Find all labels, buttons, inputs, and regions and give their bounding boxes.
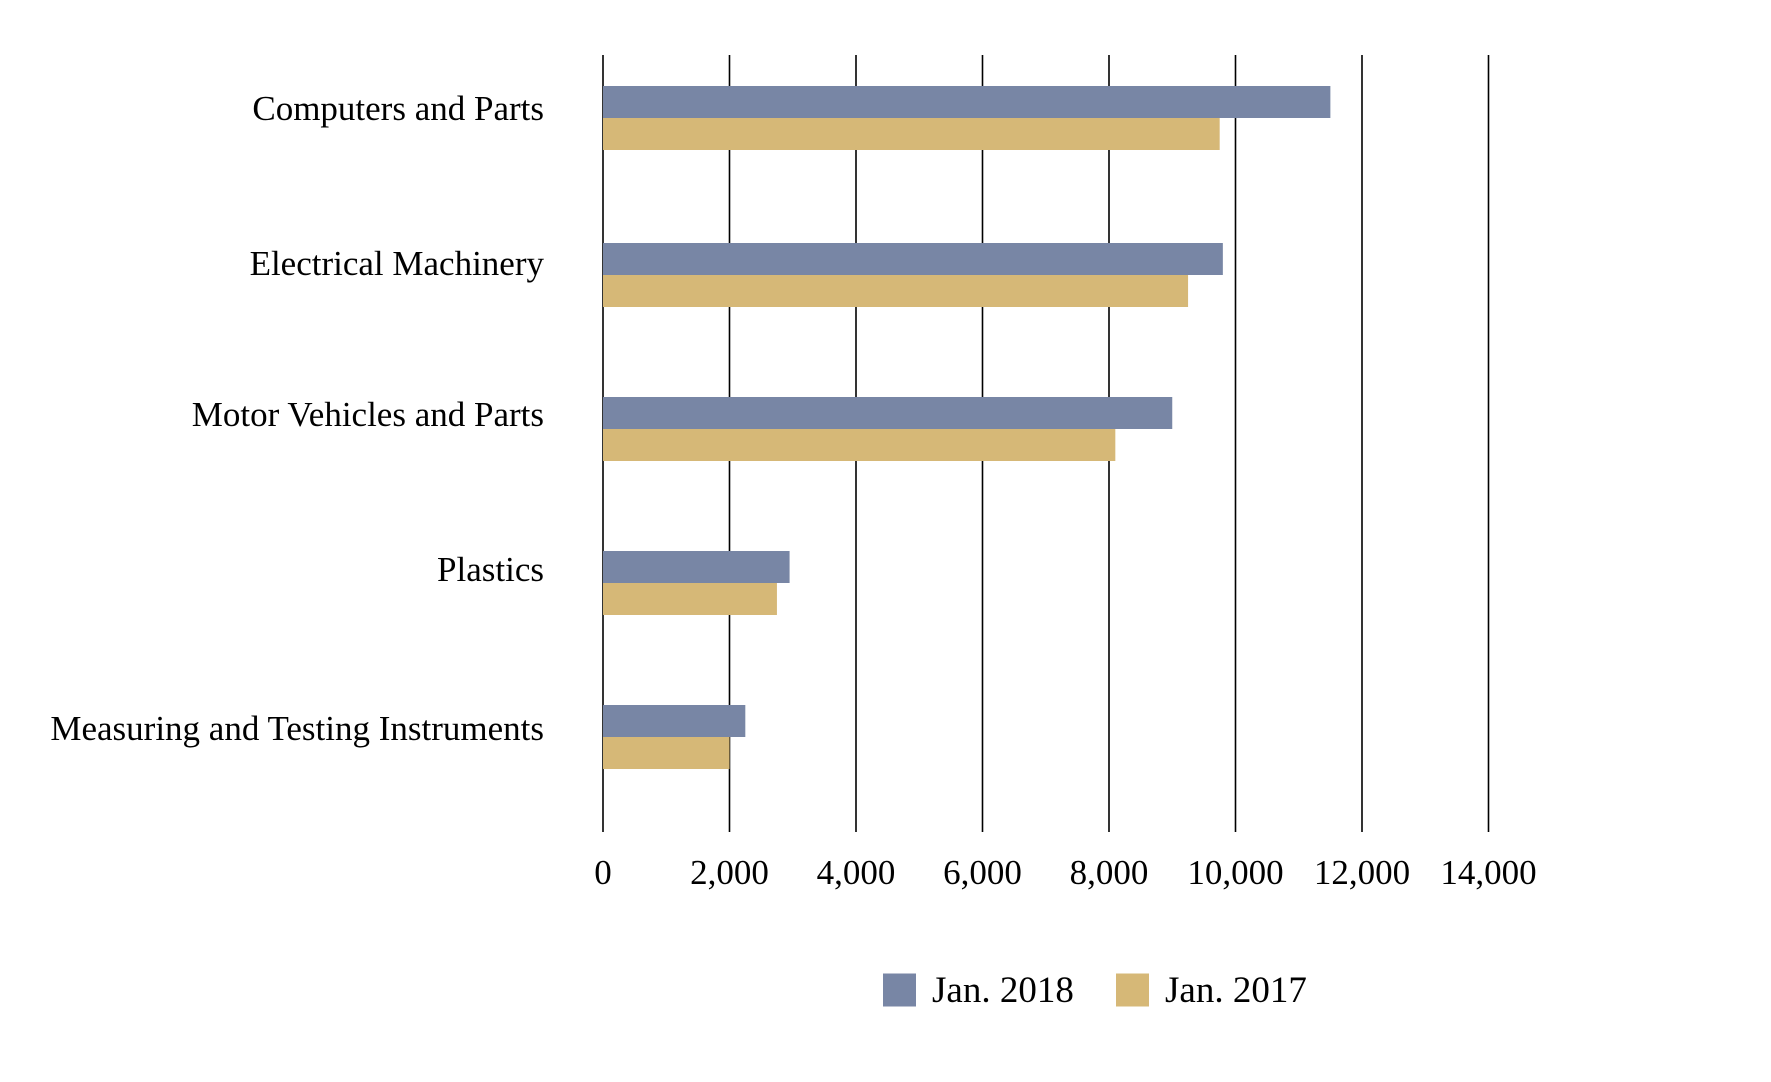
legend-label-jan-2018: Jan. 2018 [932,970,1074,1011]
category-label-computers-and-parts: Computers and Parts [252,89,544,128]
x-tick-label-14000: 14,000 [1440,853,1536,892]
bar-plastics-jan-2018 [603,551,790,583]
category-labels: Computers and Parts Electrical Machinery M… [50,89,544,748]
x-tick-label-2000: 2,000 [690,853,769,892]
bar-measuring-and-testing-instruments-jan-2018 [603,705,746,737]
x-tick-label-10000: 10,000 [1187,853,1283,892]
bars [603,86,1331,769]
bar-computers-and-parts-jan-2017 [603,118,1220,150]
category-label-plastics: Plastics [437,550,544,589]
bar-electrical-machinery-jan-2018 [603,243,1223,275]
bar-computers-and-parts-jan-2018 [603,86,1331,118]
legend-label-jan-2017: Jan. 2017 [1165,970,1307,1011]
legend-swatch-jan-2018 [883,973,916,1007]
category-label-measuring-and-testing-instruments: Measuring and Testing Instruments [50,709,544,748]
category-label-electrical-machinery: Electrical Machinery [250,244,545,283]
legend: Jan. 2018 Jan. 2017 [883,970,1307,1011]
x-tick-label-0: 0 [594,853,612,892]
bar-plastics-jan-2017 [603,583,777,615]
bar-electrical-machinery-jan-2017 [603,275,1189,307]
bar-motor-vehicles-and-parts-jan-2018 [603,397,1173,429]
x-tick-label-12000: 12,000 [1314,853,1410,892]
x-tick-label-6000: 6,000 [943,853,1022,892]
legend-swatch-jan-2017 [1116,973,1149,1007]
x-tick-label-8000: 8,000 [1070,853,1149,892]
x-tick-label-4000: 4,000 [817,853,896,892]
x-axis-tick-labels: 0 2,000 4,000 6,000 8,000 10,000 12,000 14,000 [594,853,1536,892]
category-label-motor-vehicles-and-parts: Motor Vehicles and Parts [192,395,544,434]
bar-measuring-and-testing-instruments-jan-2017 [603,737,730,769]
bar-motor-vehicles-and-parts-jan-2017 [603,429,1116,461]
